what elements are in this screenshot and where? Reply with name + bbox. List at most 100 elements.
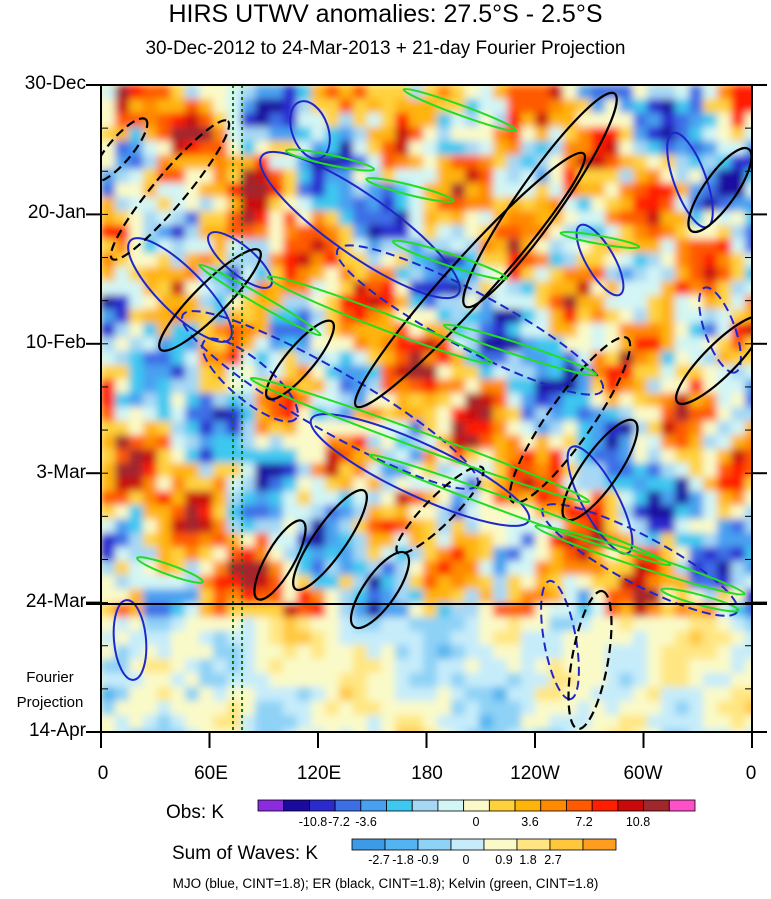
field-cell: [703, 309, 718, 324]
field-cell: [101, 533, 116, 548]
field-cell: [689, 421, 704, 436]
field-cell: [143, 617, 158, 632]
field-cell: [647, 449, 662, 464]
field-cell: [703, 407, 718, 422]
field-cell: [241, 715, 256, 730]
field-cell: [661, 617, 676, 632]
field-cell: [311, 715, 326, 730]
field-cell: [745, 589, 752, 604]
field-cell: [689, 99, 704, 114]
field-cell: [549, 701, 564, 716]
field-cell: [437, 351, 452, 366]
field-cell: [367, 351, 382, 366]
field-cell: [157, 155, 172, 170]
field-cell: [395, 631, 410, 646]
field-cell: [283, 267, 298, 282]
field-cell: [535, 463, 550, 478]
field-cell: [479, 183, 494, 198]
field-cell: [353, 197, 368, 212]
field-cell: [115, 729, 130, 732]
field-cell: [213, 617, 228, 632]
field-cell: [703, 337, 718, 352]
field-cell: [451, 673, 466, 688]
field-cell: [535, 673, 550, 688]
field-cell: [157, 365, 172, 380]
field-cell: [129, 617, 144, 632]
field-cell: [717, 421, 732, 436]
field-cell: [507, 603, 522, 618]
field-cell: [115, 701, 130, 716]
field-cell: [143, 155, 158, 170]
field-cell: [283, 491, 298, 506]
field-cell: [507, 309, 522, 324]
field-cell: [367, 253, 382, 268]
field-cell: [143, 561, 158, 576]
field-cell: [521, 589, 536, 604]
field-cell: [535, 729, 550, 732]
field-cell: [185, 239, 200, 254]
field-cell: [479, 309, 494, 324]
kelvin-contour: [266, 275, 494, 365]
field-cell: [717, 183, 732, 198]
field-cell: [745, 211, 752, 226]
field-cell: [409, 295, 424, 310]
field-cell: [745, 547, 752, 562]
field-cell: [605, 337, 620, 352]
field-cell: [451, 225, 466, 240]
field-cell: [297, 337, 312, 352]
field-cell: [129, 519, 144, 534]
field-cell: [395, 337, 410, 352]
field-cell: [129, 127, 144, 142]
field-cell: [325, 491, 340, 506]
y-tick-label: 20-Jan: [27, 202, 86, 223]
field-cell: [689, 645, 704, 660]
field-cell: [423, 407, 438, 422]
field-cell: [381, 197, 396, 212]
kelvin-contour: [559, 231, 641, 249]
field-cell: [241, 225, 256, 240]
field-cell: [269, 491, 284, 506]
field-cell: [423, 547, 438, 562]
field-cell: [395, 379, 410, 394]
field-cell: [493, 421, 508, 436]
field-cell: [143, 85, 158, 100]
field-cell: [171, 547, 186, 562]
field-cell: [227, 449, 242, 464]
field-cell: [507, 113, 522, 128]
field-cell: [675, 239, 690, 254]
field-cell: [437, 729, 452, 732]
field-cell: [269, 617, 284, 632]
field-cell: [717, 253, 732, 268]
field-cell: [255, 701, 270, 716]
field-cell: [563, 365, 578, 380]
field-cell: [661, 225, 676, 240]
field-cell: [647, 603, 662, 618]
field-cell: [717, 393, 732, 408]
field-cell: [171, 533, 186, 548]
field-cell: [493, 253, 508, 268]
field-cell: [241, 127, 256, 142]
field-cell: [171, 225, 186, 240]
field-cell: [479, 715, 494, 730]
field-cell: [101, 211, 116, 226]
field-cell: [675, 533, 690, 548]
field-cell: [325, 575, 340, 590]
field-cell: [647, 309, 662, 324]
field-cell: [661, 267, 676, 282]
field-cell: [577, 673, 592, 688]
field-cell: [437, 617, 452, 632]
field-cell: [255, 477, 270, 492]
field-cell: [227, 393, 242, 408]
field-cell: [353, 673, 368, 688]
field-cell: [143, 715, 158, 730]
field-cell: [507, 99, 522, 114]
field-cell: [367, 211, 382, 226]
field-cell: [605, 267, 620, 282]
field-cell: [563, 239, 578, 254]
field-cell: [283, 449, 298, 464]
field-cell: [493, 225, 508, 240]
field-cell: [339, 211, 354, 226]
field-cell: [115, 309, 130, 324]
field-cell: [353, 141, 368, 156]
field-cell: [381, 281, 396, 296]
